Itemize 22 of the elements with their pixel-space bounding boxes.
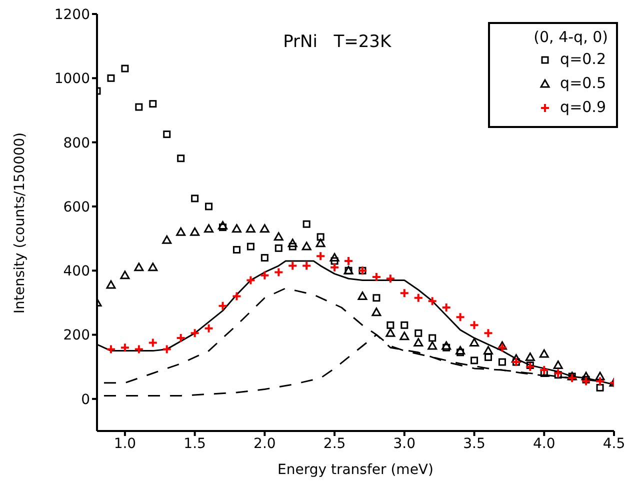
legend-label: q=0.9	[560, 98, 606, 116]
y-tick-label: 200	[63, 328, 90, 344]
y-tick-label: 0	[81, 392, 90, 408]
legend-label: q=0.5	[560, 74, 606, 92]
legend-title: (0, 4-q, 0)	[532, 27, 609, 48]
legend-label: q=0.2	[560, 50, 606, 68]
x-tick-label: 2.5	[323, 436, 346, 452]
y-tick-label: 800	[63, 135, 90, 152]
y-tick-label: 1000	[54, 71, 90, 88]
x-tick-label: 1.0	[114, 436, 136, 452]
x-tick-label: 3.5	[463, 436, 486, 452]
x-tick-label: 3.0	[393, 436, 416, 452]
x-tick-label: 4.5	[602, 436, 626, 452]
y-tick-label: 400	[63, 264, 90, 280]
x-tick-label: 2.0	[254, 436, 276, 452]
x-tick-label: 4.0	[533, 436, 556, 452]
y-axis-title: Intensity (counts/150000)	[12, 132, 28, 314]
x-tick-label: 1.5	[184, 436, 206, 452]
y-tick-label: 1200	[54, 6, 90, 23]
text: PrNi T=23K	[283, 32, 392, 52]
y-tick-label: 600	[63, 199, 90, 216]
x-axis-title: Energy transfer (meV)	[276, 462, 434, 478]
